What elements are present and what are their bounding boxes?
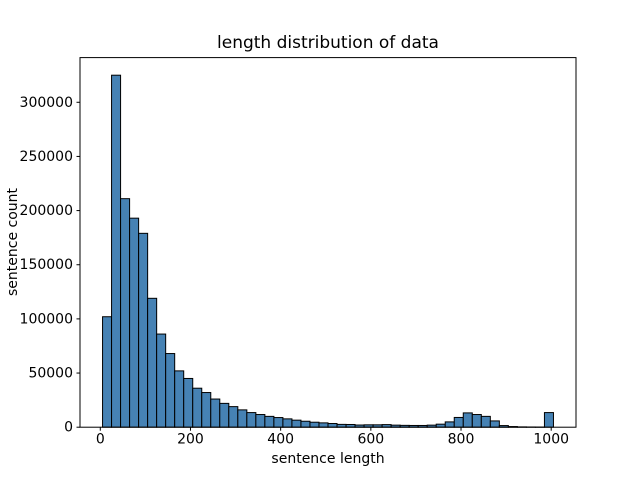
histogram-bar <box>246 412 257 428</box>
x-tick-label: 1000 <box>533 432 569 448</box>
histogram-bar <box>210 398 221 428</box>
histogram-bar <box>165 353 176 428</box>
histogram-bar <box>228 406 239 428</box>
y-tick-label: 0 <box>64 420 73 436</box>
histogram-bar <box>201 392 212 428</box>
y-axis-ticks: 0 50000 100000 150000 200000 250000 300000 <box>20 95 80 436</box>
y-tick-label: 50000 <box>28 366 73 382</box>
histogram-bar <box>147 297 158 428</box>
x-tick-label: 200 <box>177 432 204 448</box>
y-tick-label: 200000 <box>20 203 73 219</box>
histogram-bar <box>462 412 473 428</box>
histogram-bar <box>111 74 122 428</box>
x-axis-ticks: 0 200 400 600 800 1000 <box>96 427 569 448</box>
histogram-bar <box>192 387 203 428</box>
histogram-bar <box>444 421 455 428</box>
histogram-bar <box>291 419 302 428</box>
histogram-bar <box>183 377 194 428</box>
histogram-bar <box>327 423 338 428</box>
y-tick-label: 100000 <box>20 311 73 327</box>
histogram-bar <box>273 417 284 428</box>
histogram-bar <box>156 333 167 428</box>
chart-title: length distribution of data <box>217 33 439 53</box>
histogram-bar <box>471 414 482 428</box>
histogram-bar <box>120 198 131 428</box>
x-tick-label: 400 <box>267 432 294 448</box>
y-tick-label: 250000 <box>20 149 73 165</box>
histogram-bar <box>453 416 464 428</box>
histogram-bar <box>543 412 554 428</box>
y-tick-label: 150000 <box>20 257 73 273</box>
histogram-bar <box>264 415 275 428</box>
histogram-bar <box>237 409 248 428</box>
histogram-bar <box>318 422 329 428</box>
y-axis-label: sentence count <box>5 187 21 296</box>
x-axis-label: sentence length <box>271 451 384 467</box>
histogram-bar <box>138 232 149 428</box>
y-tick-label: 300000 <box>20 95 73 111</box>
histogram-bar <box>219 402 230 428</box>
histogram-bar <box>489 420 500 428</box>
x-tick-label: 0 <box>96 432 105 448</box>
histogram-bar <box>129 217 140 428</box>
histogram-bar <box>174 370 185 428</box>
bars-group <box>102 74 554 428</box>
x-tick-label: 600 <box>357 432 384 448</box>
histogram-bar <box>255 414 266 428</box>
x-tick-label: 800 <box>448 432 475 448</box>
histogram-bar <box>480 415 491 428</box>
histogram-bar <box>309 421 320 428</box>
histogram-bar <box>282 418 293 428</box>
axes-frame <box>79 57 577 428</box>
histogram-bar <box>102 316 113 428</box>
histogram-bar <box>300 420 311 428</box>
